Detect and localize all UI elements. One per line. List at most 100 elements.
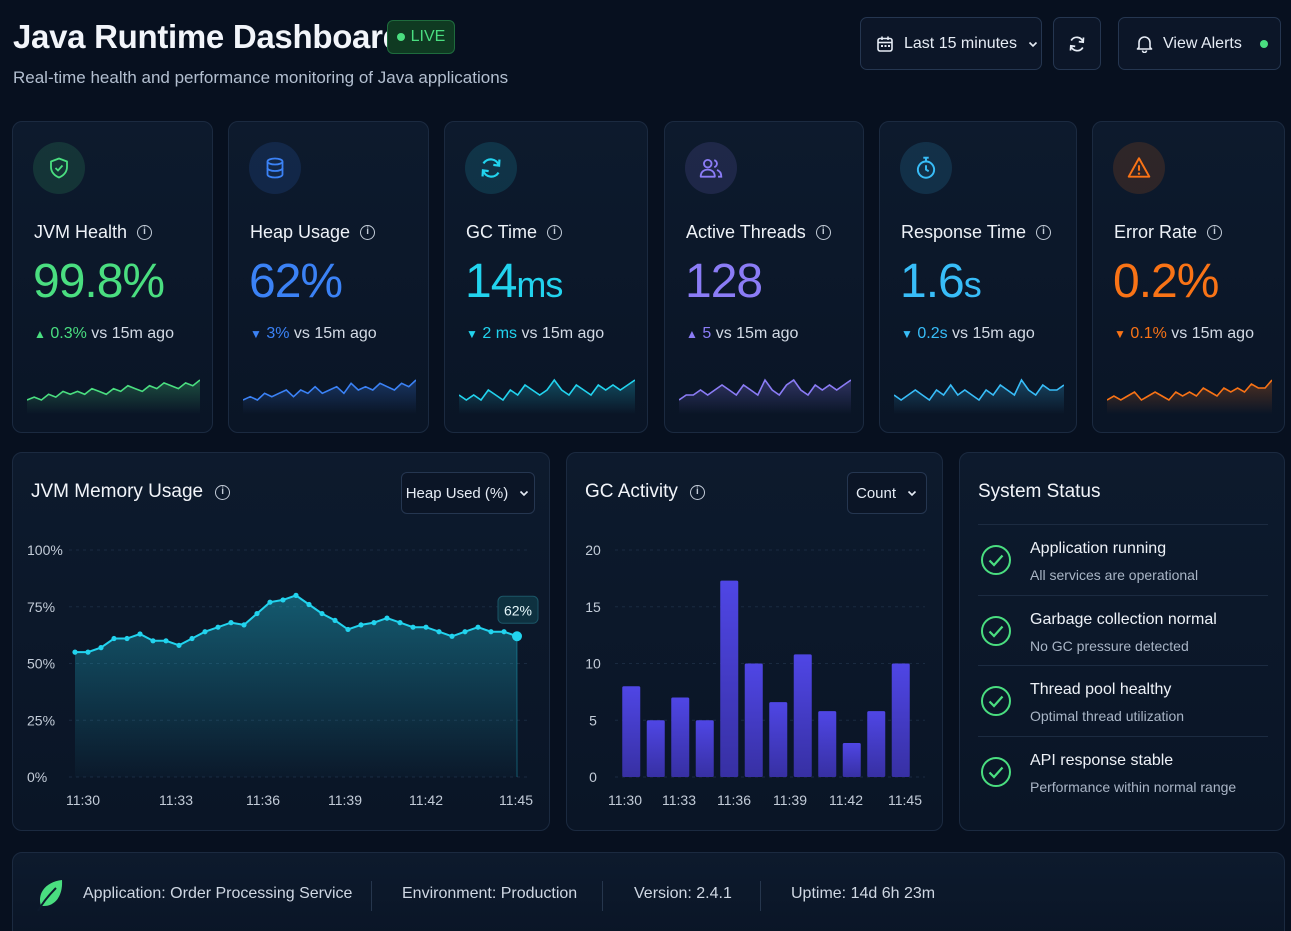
info-icon[interactable]: i xyxy=(815,225,831,240)
time-range-label: Last 15 minutes xyxy=(904,34,1017,52)
delta-value: 0.1% xyxy=(1130,325,1167,342)
y-tick-label: 0% xyxy=(27,769,47,785)
delta-arrow-icon: ▲ xyxy=(34,327,46,341)
info-icon[interactable]: i xyxy=(1207,225,1223,240)
current-value-label: 62% xyxy=(504,602,532,618)
footer-environment: Environment: Production xyxy=(402,885,578,902)
leaf-icon xyxy=(37,880,63,912)
gc-bar xyxy=(720,580,739,777)
info-icon[interactable]: i xyxy=(137,225,153,240)
view-alerts-button[interactable]: View Alerts xyxy=(1118,17,1281,70)
delta-value: 2 ms xyxy=(482,325,518,342)
status-item: API response stable Performance within n… xyxy=(978,735,1268,806)
area-fill xyxy=(75,595,517,777)
data-point xyxy=(150,638,156,644)
data-point xyxy=(488,629,494,635)
data-point xyxy=(228,620,234,626)
status-title: Application running xyxy=(1030,540,1167,557)
data-point xyxy=(215,624,221,630)
data-point xyxy=(423,624,429,630)
info-icon[interactable]: i xyxy=(215,484,231,500)
data-point xyxy=(449,633,455,639)
sparkline-area xyxy=(27,380,200,414)
y-tick-label: 15 xyxy=(585,599,601,615)
database-icon xyxy=(249,142,301,194)
data-point xyxy=(397,620,403,626)
sparkline-chart xyxy=(1107,379,1272,414)
metric-card-heap-usage[interactable]: Heap Usage i 62% ▼ 3% vs 15m ago xyxy=(228,121,429,433)
x-tick-label: 11:33 xyxy=(662,792,696,808)
metric-value-number: 128 xyxy=(685,255,763,308)
memory-metric-select[interactable]: Heap Used (%) xyxy=(401,472,535,514)
gc-bar xyxy=(818,711,837,777)
sparkline-area xyxy=(243,380,416,414)
delta-suffix: vs 15m ago xyxy=(521,325,605,342)
footer-divider xyxy=(760,881,761,911)
metric-value: 99.8% xyxy=(33,254,165,309)
gc-metric-select[interactable]: Count xyxy=(847,472,927,514)
metric-label-text: Error Rate xyxy=(1114,222,1198,242)
time-range-select[interactable]: Last 15 minutes xyxy=(860,17,1042,70)
gc-panel-title-text: GC Activity xyxy=(585,481,678,502)
shield-icon xyxy=(33,142,85,194)
sparkline-line xyxy=(243,379,416,401)
info-icon[interactable]: i xyxy=(547,225,563,240)
sparkline-line xyxy=(679,378,851,401)
metric-card-gc-time[interactable]: GC Time i 14ms ▼ 2 ms vs 15m ago xyxy=(444,121,648,433)
data-point xyxy=(85,649,91,655)
x-tick-label: 11:36 xyxy=(246,792,280,808)
x-tick-label: 11:45 xyxy=(888,792,922,808)
chevron-down-icon xyxy=(520,490,529,497)
refresh-button[interactable] xyxy=(1053,17,1101,70)
data-point xyxy=(410,624,416,630)
memory-panel-title: JVM Memory Usage i xyxy=(31,481,231,503)
footer-version: Version: 2.4.1 xyxy=(634,885,732,902)
metric-card-error-rate[interactable]: Error Rate i 0.2% ▼ 0.1% vs 15m ago xyxy=(1092,121,1285,433)
data-point xyxy=(189,635,195,642)
x-tick-label: 11:42 xyxy=(409,792,443,808)
sparkline-area xyxy=(459,380,635,414)
info-icon[interactable]: i xyxy=(1036,225,1052,240)
delta-arrow-icon: ▼ xyxy=(466,327,478,341)
metric-value-number: 1.6 xyxy=(900,255,965,308)
metric-label-text: Active Threads xyxy=(686,222,806,242)
metric-card-response-time[interactable]: Response Time i 1.6s ▼ 0.2s vs 15m ago xyxy=(879,121,1077,433)
metric-delta: ▼ 3% vs 15m ago xyxy=(250,325,377,343)
delta-value: 3% xyxy=(266,325,290,342)
status-title: API response stable xyxy=(1030,751,1174,769)
gc-bar xyxy=(891,663,910,777)
view-alerts-label: View Alerts xyxy=(1163,34,1242,52)
memory-area-chart: 0% 25% 50% 75% 100% 62% 11:30 11:33 11:36 11:39 11… xyxy=(27,542,539,808)
sparkline-chart xyxy=(679,378,851,414)
data-point xyxy=(163,638,169,644)
info-icon[interactable]: i xyxy=(689,484,705,500)
metric-label-text: GC Time xyxy=(466,222,538,242)
sparkline-line xyxy=(459,378,635,402)
footer-divider xyxy=(602,881,603,911)
status-subtitle: Optimal thread utilization xyxy=(1030,708,1185,724)
data-point xyxy=(345,626,351,633)
metric-card-jvm-health[interactable]: JVM Health i 99.8% ▲ 0.3% vs 15m ago xyxy=(12,121,213,433)
timer-icon xyxy=(900,142,952,194)
delta-arrow-icon: ▼ xyxy=(1114,327,1126,341)
metric-label-text: Heap Usage xyxy=(250,222,351,242)
x-tick-label: 11:42 xyxy=(829,792,863,808)
check-circle-icon xyxy=(981,756,1011,787)
info-icon[interactable]: i xyxy=(360,225,376,240)
check-circle-icon xyxy=(981,615,1011,646)
status-title: Thread pool healthy xyxy=(1030,681,1172,698)
status-item: Application running All services are ope… xyxy=(978,524,1268,594)
metric-delta: ▼ 0.1% vs 15m ago xyxy=(1114,325,1254,343)
chevron-down-icon xyxy=(1028,41,1038,47)
metric-label: Heap Usage i xyxy=(250,222,376,243)
data-point xyxy=(72,649,78,655)
system-status-title: System Status xyxy=(978,481,1101,502)
delta-suffix: vs 15m ago xyxy=(715,325,799,342)
metric-card-active-threads[interactable]: Active Threads i 128 ▲ 5 vs 15m ago xyxy=(664,121,864,433)
metric-value-number: 0.2% xyxy=(1113,255,1219,308)
refresh-icon xyxy=(1069,36,1085,51)
data-point xyxy=(475,624,481,630)
metric-delta: ▲ 0.3% vs 15m ago xyxy=(34,325,174,343)
chevron-down-icon xyxy=(907,490,917,497)
delta-arrow-icon: ▲ xyxy=(686,327,698,341)
